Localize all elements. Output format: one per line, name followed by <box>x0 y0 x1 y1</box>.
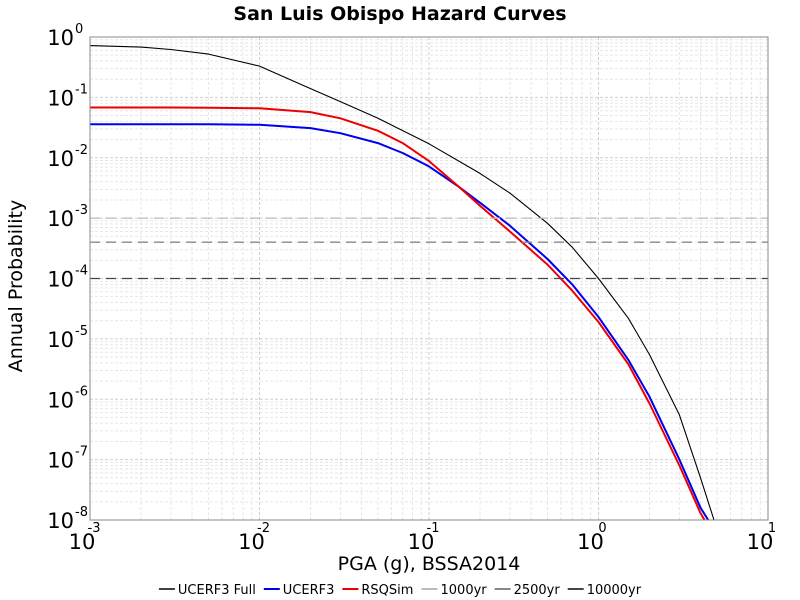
chart-title: San Luis Obispo Hazard Curves <box>233 3 566 25</box>
series-line-ucerf3-full <box>90 45 715 520</box>
series-layer <box>90 45 768 520</box>
y-tick-exponent: -5 <box>75 324 88 339</box>
legend-label: 2500yr <box>514 583 561 598</box>
legend-label: UCERF3 <box>283 583 335 598</box>
y-tick-exponent: -2 <box>75 143 88 158</box>
y-tick-exponent: -6 <box>75 384 88 399</box>
plot-area-frame <box>89 36 769 521</box>
legend-item: 2500yr <box>494 583 561 598</box>
y-tick-exponent: -7 <box>75 445 88 460</box>
x-tick-exponent: -2 <box>257 521 270 536</box>
y-tick-label: 10 <box>47 26 74 50</box>
x-tick-label: 10 <box>747 530 774 554</box>
series-line-rsqsim <box>90 106 706 520</box>
legend-item: 1000yr <box>421 583 488 598</box>
y-tick-label: 10 <box>47 207 74 231</box>
legend-label: UCERF3 Full <box>178 583 256 598</box>
legend-item: UCERF3 Full <box>158 583 256 598</box>
y-tick-label: 10 <box>47 86 74 110</box>
series-line-ucerf3 <box>90 123 710 520</box>
legend-item: 10000yr <box>567 583 642 598</box>
y-tick-exponent: 0 <box>75 22 83 37</box>
legend-item: RSQSim <box>342 583 413 598</box>
y-tick-label: 10 <box>47 509 74 533</box>
x-tick-exponent: 0 <box>598 521 606 536</box>
x-tick-exponent: 1 <box>768 521 776 536</box>
y-tick-exponent: -4 <box>75 264 88 279</box>
x-tick-label: 10 <box>238 530 265 554</box>
x-tick-exponent: -3 <box>88 521 101 536</box>
x-tick-label: 10 <box>69 530 96 554</box>
y-tick-label: 10 <box>47 449 74 473</box>
y-tick-label: 10 <box>47 328 74 352</box>
legend-label: 10000yr <box>587 583 642 598</box>
x-axis-label: PGA (g), BSSA2014 <box>338 553 521 575</box>
y-tick-label: 10 <box>47 268 74 292</box>
y-tick-label: 10 <box>47 147 74 171</box>
x-tick-label: 10 <box>408 530 435 554</box>
legend-label: RSQSim <box>361 583 413 598</box>
y-axis-label: Annual Probability <box>5 200 27 373</box>
legend-label: 1000yr <box>441 583 488 598</box>
legend-item: UCERF3 <box>263 583 335 598</box>
x-tick-exponent: -1 <box>427 521 440 536</box>
y-tick-exponent: -8 <box>75 505 88 520</box>
x-tick-label: 10 <box>577 530 604 554</box>
y-tick-exponent: -1 <box>75 82 88 97</box>
y-tick-label: 10 <box>47 388 74 412</box>
legend: UCERF3 Full UCERF3 RSQSim 1000yr 2500yr 10000… <box>158 583 642 598</box>
y-tick-exponent: -3 <box>75 203 88 218</box>
